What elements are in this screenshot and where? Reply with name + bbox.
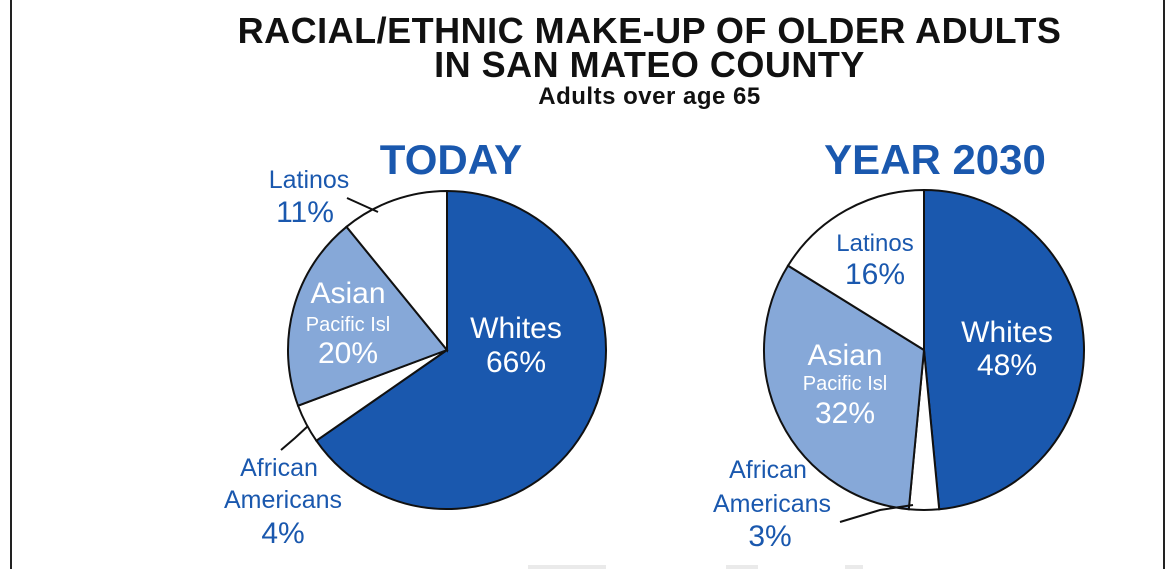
pie-label-whites-name: Whites — [470, 312, 562, 345]
pie-label-latinos-name: Latinos — [836, 230, 913, 257]
pie-label-whites-value: 48% — [977, 349, 1037, 382]
pie-slice-asian — [287, 225, 449, 407]
pie-slice-latinos — [786, 188, 925, 352]
pie-slice-latinos — [345, 189, 448, 353]
pie-label-whites-value: 66% — [486, 346, 546, 379]
pie-label-asian-name: Asian — [807, 339, 882, 372]
chart-frame — [10, 0, 1165, 569]
ext-label-african-line2: Americans — [713, 490, 831, 518]
bottom-decoration — [528, 565, 606, 569]
pie-slice-whites — [923, 188, 1085, 511]
leader-line-african — [280, 425, 309, 451]
ext-label-african-line1: African — [729, 456, 807, 484]
pie-label-whites-name: Whites — [961, 316, 1053, 349]
pie-label-asian-sub: Pacific Isl — [306, 314, 390, 336]
chart-subtitle: Adults over age 65 — [538, 83, 761, 110]
leader-line-latinos — [346, 197, 379, 213]
ext-label-african-value: 3% — [748, 520, 791, 553]
chart-title-line1: RACIAL/ETHNIC MAKE-UP OF OLDER ADULTS — [237, 10, 1062, 51]
ext-label-african-line2: Americans — [224, 486, 342, 514]
pie-label-asian-name: Asian — [310, 277, 385, 310]
pie-label-asian-sub: Pacific Isl — [803, 373, 887, 395]
ext-label-african-line1: African — [240, 454, 318, 482]
chart-title-line2: IN SAN MATEO COUNTY — [434, 44, 865, 85]
bottom-decoration — [845, 565, 863, 569]
pie-slice-asian — [763, 264, 926, 511]
bottom-decoration — [726, 565, 758, 569]
ext-label-african-value: 4% — [261, 517, 304, 550]
ext-label-latinos-value: 11% — [276, 196, 334, 229]
pie-slice-whites — [314, 189, 607, 510]
pie-label-asian-value: 20% — [318, 337, 378, 370]
pie-label-asian-value: 32% — [815, 397, 875, 430]
pie-title-2030: YEAR 2030 — [824, 136, 1046, 183]
pie-title-today: TODAY — [380, 136, 522, 183]
ext-label-latinos-name: Latinos — [269, 166, 350, 194]
pie-label-latinos-value: 16% — [845, 258, 905, 291]
leader-line-african — [839, 504, 914, 523]
